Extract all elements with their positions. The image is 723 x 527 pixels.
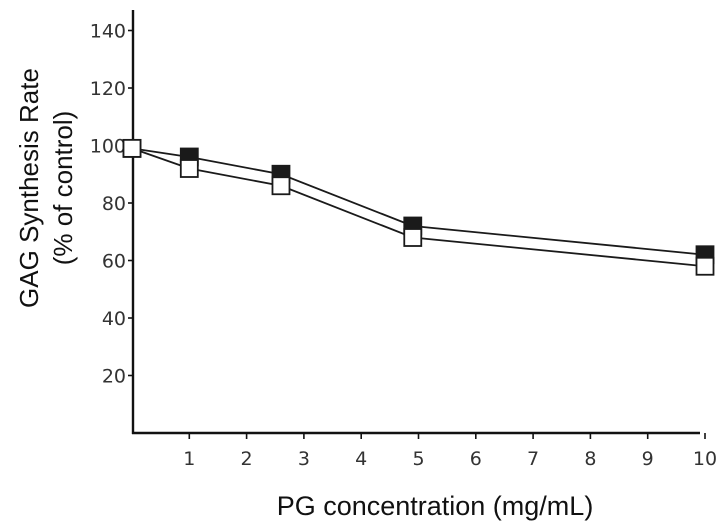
x-axis-ticks: 1 2 3 4 5 6 7 8 9 10	[183, 433, 717, 470]
y-axis-ticks: 20 40 60 80 100 120 140	[90, 21, 133, 388]
open-square-point	[695, 256, 715, 276]
x-tick-label: 7	[527, 448, 539, 470]
x-tick-label: 5	[412, 448, 424, 470]
x-tick-label: 4	[355, 448, 367, 470]
x-tick-label: 10	[693, 448, 717, 470]
y-tick-label: 120	[90, 78, 126, 100]
x-tick-label: 2	[241, 448, 253, 470]
y-tick-label: 140	[90, 21, 126, 43]
y-tick-label: 20	[102, 366, 126, 388]
axes	[131, 10, 700, 435]
x-tick-label: 8	[584, 448, 596, 470]
open-square-point	[179, 159, 199, 178]
x-axis-label: PG concentration (mg/mL)	[277, 491, 594, 521]
y-tick-label: 80	[102, 193, 126, 215]
y-tick-label: 60	[102, 251, 126, 273]
y-tick-label: 40	[102, 308, 126, 330]
x-tick-label: 6	[470, 448, 482, 470]
y-axis-label: GAG Synthesis Rate (% of control)	[14, 68, 78, 308]
y-axis-label-line-2: (% of control)	[48, 111, 78, 266]
x-tick-label: 1	[183, 448, 195, 470]
y-axis-label-line-1: GAG Synthesis Rate	[14, 68, 44, 308]
x-tick-label: 9	[642, 448, 654, 470]
data-series	[122, 138, 715, 276]
x-tick-label: 3	[298, 448, 310, 470]
open-square-point	[271, 176, 291, 196]
open-square-point	[122, 138, 142, 158]
series-line-2	[131, 147, 706, 268]
y-tick-label: 100	[90, 136, 126, 158]
open-square-point	[403, 228, 423, 247]
